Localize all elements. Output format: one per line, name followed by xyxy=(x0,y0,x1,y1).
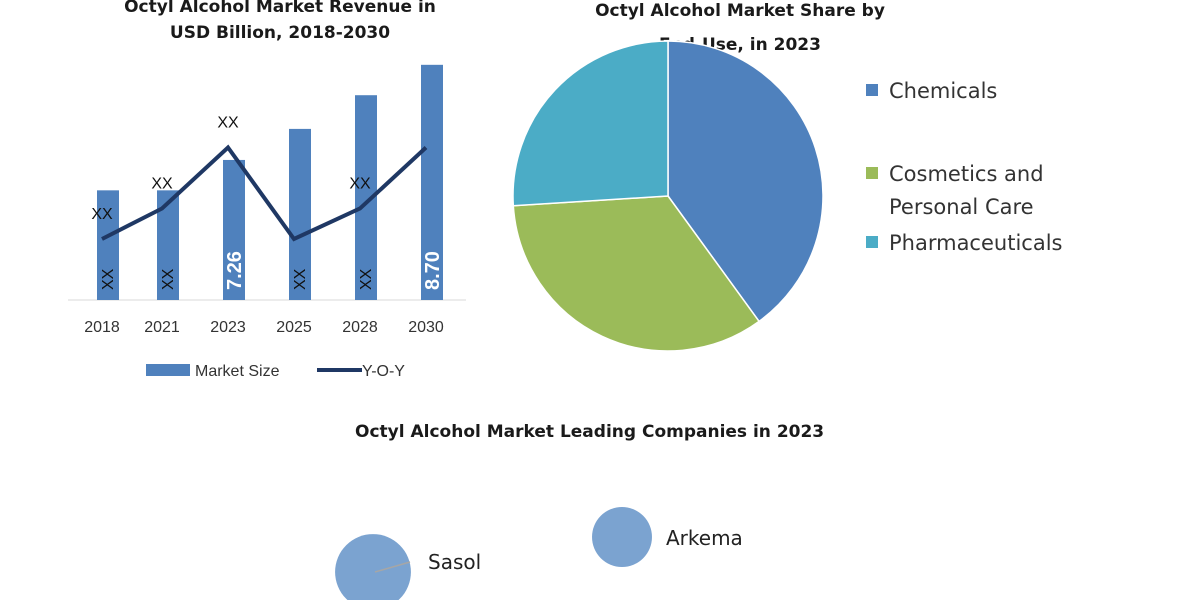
x-tick-label: 2025 xyxy=(276,319,312,336)
pie-legend-swatch xyxy=(866,236,878,248)
bubble-sasol xyxy=(335,534,411,600)
legend-yoy-label: Y-O-Y xyxy=(362,363,405,380)
bar-data-label: XX xyxy=(100,268,117,290)
pie-slice-pharmaceuticals xyxy=(512,40,669,207)
bar-data-label: 8.70 xyxy=(422,251,444,290)
pie-slice-cosmetics-and-personal-care xyxy=(512,195,761,352)
bar-data-label: XX xyxy=(292,268,309,290)
x-tick-label: 2023 xyxy=(210,319,246,336)
legend-market-size-swatch xyxy=(146,364,190,376)
bar-data-label: 7.26 xyxy=(224,251,246,290)
bar-data-label: XX xyxy=(358,268,375,290)
pie-slice-chemicals xyxy=(667,40,824,323)
pie-legend-label: Pharmaceuticals xyxy=(889,231,1062,255)
bubble-arkema xyxy=(592,507,652,567)
pie-legend-label: Cosmetics and Personal Care xyxy=(889,162,1044,219)
bar-2021 xyxy=(157,190,179,300)
bubble-chart-title: Octyl Alcohol Market Leading Companies i… xyxy=(355,422,825,442)
bubble-leader-line xyxy=(374,561,411,573)
yoy-line xyxy=(101,144,428,242)
yoy-data-label: XX xyxy=(151,176,173,193)
x-tick-label: 2018 xyxy=(84,319,120,336)
bubble-label: Arkema xyxy=(666,526,743,550)
bar-data-label: XX xyxy=(160,268,177,290)
x-tick-label: 2028 xyxy=(342,319,378,336)
pie-legend-swatch xyxy=(866,167,878,179)
bar-2025 xyxy=(289,128,311,300)
bar-chart-title: Octyl Alcohol Market Revenue in USD Bill… xyxy=(124,0,436,43)
yoy-data-label: XX xyxy=(91,206,113,223)
bar-2018 xyxy=(97,190,119,300)
yoy-data-label: XX xyxy=(349,176,371,193)
bar-2028 xyxy=(355,95,377,301)
legend-market-size-label: Market Size xyxy=(195,363,280,380)
bar-2030 xyxy=(421,64,443,300)
bar-2023 xyxy=(223,159,245,300)
x-tick-label: 2021 xyxy=(144,319,180,336)
bubble-label: Sasol xyxy=(428,550,481,574)
yoy-data-label: XX xyxy=(217,115,239,132)
x-tick-label: 2030 xyxy=(408,319,444,336)
pie-legend-swatch xyxy=(866,84,878,96)
pie-legend-label: Chemicals xyxy=(889,79,997,103)
